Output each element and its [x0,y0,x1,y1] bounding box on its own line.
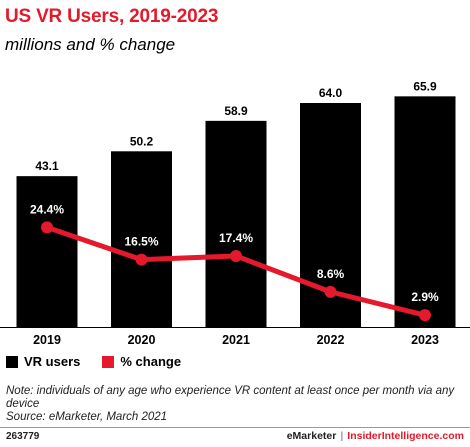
legend-item-vr-users: VR users [6,354,80,369]
chart-plot: 43.1 50.2 58.9 64.0 65.9 24.4% 16.5% 17.4% 8.6% 2… [0,79,470,347]
legend-swatch-change [102,355,115,368]
bar-2023 [394,96,456,327]
bar-label-2019: 43.1 [35,159,59,173]
bar-2019 [16,176,78,327]
change-label-2020: 16.5% [124,235,158,249]
change-point-2020 [135,253,148,266]
x-tick-2022: 2022 [317,333,345,347]
chart-subtitle: millions and % change [5,35,176,54]
x-tick-2023: 2023 [411,333,439,347]
chart-source: Source: eMarketer, March 2021 [6,411,168,423]
legend-label-change: % change [120,354,182,369]
chart-note: Note: individuals of any age who experie… [6,385,455,410]
change-label-2019: 24.4% [30,202,64,216]
brand-insider-intelligence: InsiderIntelligence.com [347,430,464,442]
footer-brand: eMarketer | InsiderIntelligence.com [287,430,464,442]
chart-id: 263779 [6,431,40,442]
bar-2021 [205,120,267,327]
change-label-2022: 8.6% [317,267,345,281]
bar-label-2020: 50.2 [130,134,154,148]
chart-title: US VR Users, 2019-2023 [5,6,219,27]
legend-item-change: % change [102,354,181,369]
brand-emarketer: eMarketer [286,430,337,442]
legend-label-vr-users: VR users [24,354,81,369]
bar-2020 [111,151,172,327]
change-point-2023 [419,309,431,322]
x-tick-2021: 2021 [222,333,250,347]
change-point-2022 [324,285,337,298]
x-tick-2019: 2019 [33,333,61,347]
x-tick-2020: 2020 [128,333,156,347]
change-label-2021: 17.4% [219,231,253,245]
bar-label-2021: 58.9 [224,104,248,118]
change-label-2023: 2.9% [411,290,439,304]
change-point-2021 [230,249,242,262]
bar-label-2022: 64.0 [319,86,343,100]
chart-legend: VR users % change [6,354,203,369]
footer-divider [0,427,470,428]
bar-label-2023: 65.9 [413,79,437,93]
change-point-2019 [41,221,53,234]
brand-separator: | [340,430,344,442]
legend-swatch-vr-users [6,355,18,368]
